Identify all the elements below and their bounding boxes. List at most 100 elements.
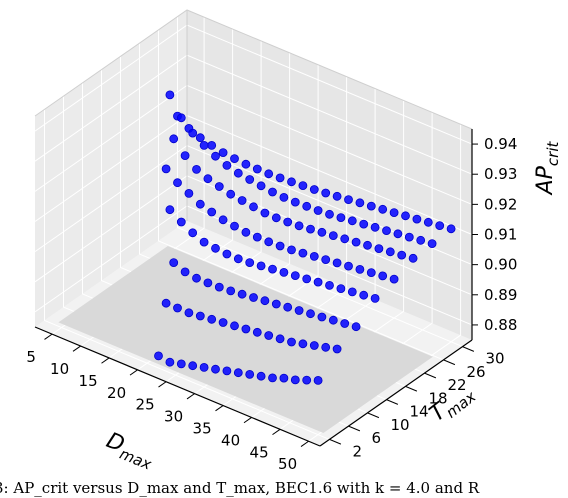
data-point — [351, 322, 361, 332]
data-point — [275, 173, 285, 183]
data-point — [294, 221, 304, 231]
data-point — [325, 209, 334, 219]
data-point — [298, 339, 308, 349]
data-point — [169, 258, 179, 268]
data-point — [302, 274, 312, 284]
data-point — [321, 255, 331, 265]
data-point — [378, 204, 388, 214]
data-point — [237, 196, 247, 205]
data-point — [230, 221, 239, 231]
x-tick-label: 5 — [26, 348, 36, 366]
data-point — [195, 133, 205, 143]
y-tick-mark — [424, 372, 437, 379]
z-tick-label: 0.88 — [484, 316, 517, 334]
data-point — [423, 217, 433, 227]
data-point — [222, 160, 232, 170]
data-point — [184, 188, 194, 198]
data-point — [355, 264, 365, 274]
data-point — [233, 168, 243, 178]
data-point — [317, 312, 327, 322]
data-point — [176, 359, 186, 369]
data-point — [252, 232, 262, 242]
z-tick-label: 0.91 — [484, 226, 517, 244]
data-point — [359, 219, 369, 229]
x-tick-label: 35 — [193, 420, 212, 438]
y-tick-label: 30 — [486, 350, 505, 368]
data-point — [188, 128, 198, 138]
axis-lines — [34, 129, 478, 447]
data-point — [298, 181, 308, 191]
data-point — [275, 334, 285, 344]
data-point — [222, 249, 232, 259]
data-point — [203, 174, 213, 184]
data-point — [287, 177, 296, 187]
data-point — [302, 201, 312, 211]
y-axis-line — [319, 339, 473, 447]
floor-plane-surface — [58, 246, 433, 433]
data-point — [249, 202, 258, 212]
x-tick-mark — [243, 417, 252, 424]
data-point — [199, 237, 209, 247]
data-point — [321, 342, 331, 352]
data-point — [268, 373, 277, 383]
data-point — [279, 267, 289, 277]
data-point — [161, 164, 171, 174]
data-point — [313, 206, 323, 215]
y-tick-label: 18 — [429, 389, 448, 407]
data-point — [222, 366, 232, 376]
data-point — [230, 154, 239, 164]
data-point — [218, 215, 228, 225]
data-point — [154, 351, 163, 361]
data-point — [188, 228, 198, 238]
data-point — [294, 306, 304, 315]
y-tick-label: 10 — [391, 416, 410, 434]
data-point — [165, 90, 175, 100]
data-point — [351, 237, 361, 247]
data-point — [192, 273, 201, 283]
data-point — [389, 274, 399, 284]
data-point — [211, 151, 220, 161]
data-point — [260, 296, 270, 306]
data-point — [207, 207, 217, 217]
data-point — [169, 134, 179, 144]
x-tick-label: 40 — [221, 431, 240, 449]
data-point — [313, 277, 323, 287]
data-point — [237, 289, 247, 299]
figure-caption: 3: AP_crit versus D_max and T_max, BEC1.… — [0, 479, 480, 497]
data-point — [199, 140, 209, 150]
data-point — [245, 369, 255, 379]
grid-line-y — [158, 29, 444, 361]
data-point — [290, 271, 300, 281]
grid-line-y — [44, 109, 330, 440]
data-point — [412, 214, 422, 224]
floor-plane — [58, 246, 433, 433]
data-point — [366, 201, 376, 211]
data-point — [302, 375, 312, 385]
data-point — [336, 213, 346, 223]
data-point — [173, 178, 182, 188]
data-point — [241, 227, 251, 237]
x-tick-label: 15 — [79, 372, 98, 390]
z-axis-label-main: AP — [533, 165, 558, 196]
data-point — [268, 187, 277, 197]
data-point — [325, 280, 334, 290]
x-tick-mark — [101, 357, 110, 364]
data-point — [290, 375, 300, 385]
data-point — [344, 195, 353, 205]
data-point — [199, 362, 209, 372]
data-point — [317, 227, 327, 237]
x-tick-label: 20 — [107, 384, 126, 402]
x-tick-mark — [215, 405, 224, 412]
data-point — [290, 197, 300, 207]
data-point — [241, 159, 251, 169]
data-point — [214, 282, 224, 292]
data-point — [332, 344, 342, 354]
data-point — [275, 241, 285, 251]
data-point — [218, 148, 228, 158]
y-tick-label: 2 — [353, 442, 363, 460]
x-tick-mark — [72, 345, 81, 352]
y-tick-mark — [348, 425, 361, 432]
data-point — [252, 327, 262, 337]
data-point — [195, 311, 205, 321]
